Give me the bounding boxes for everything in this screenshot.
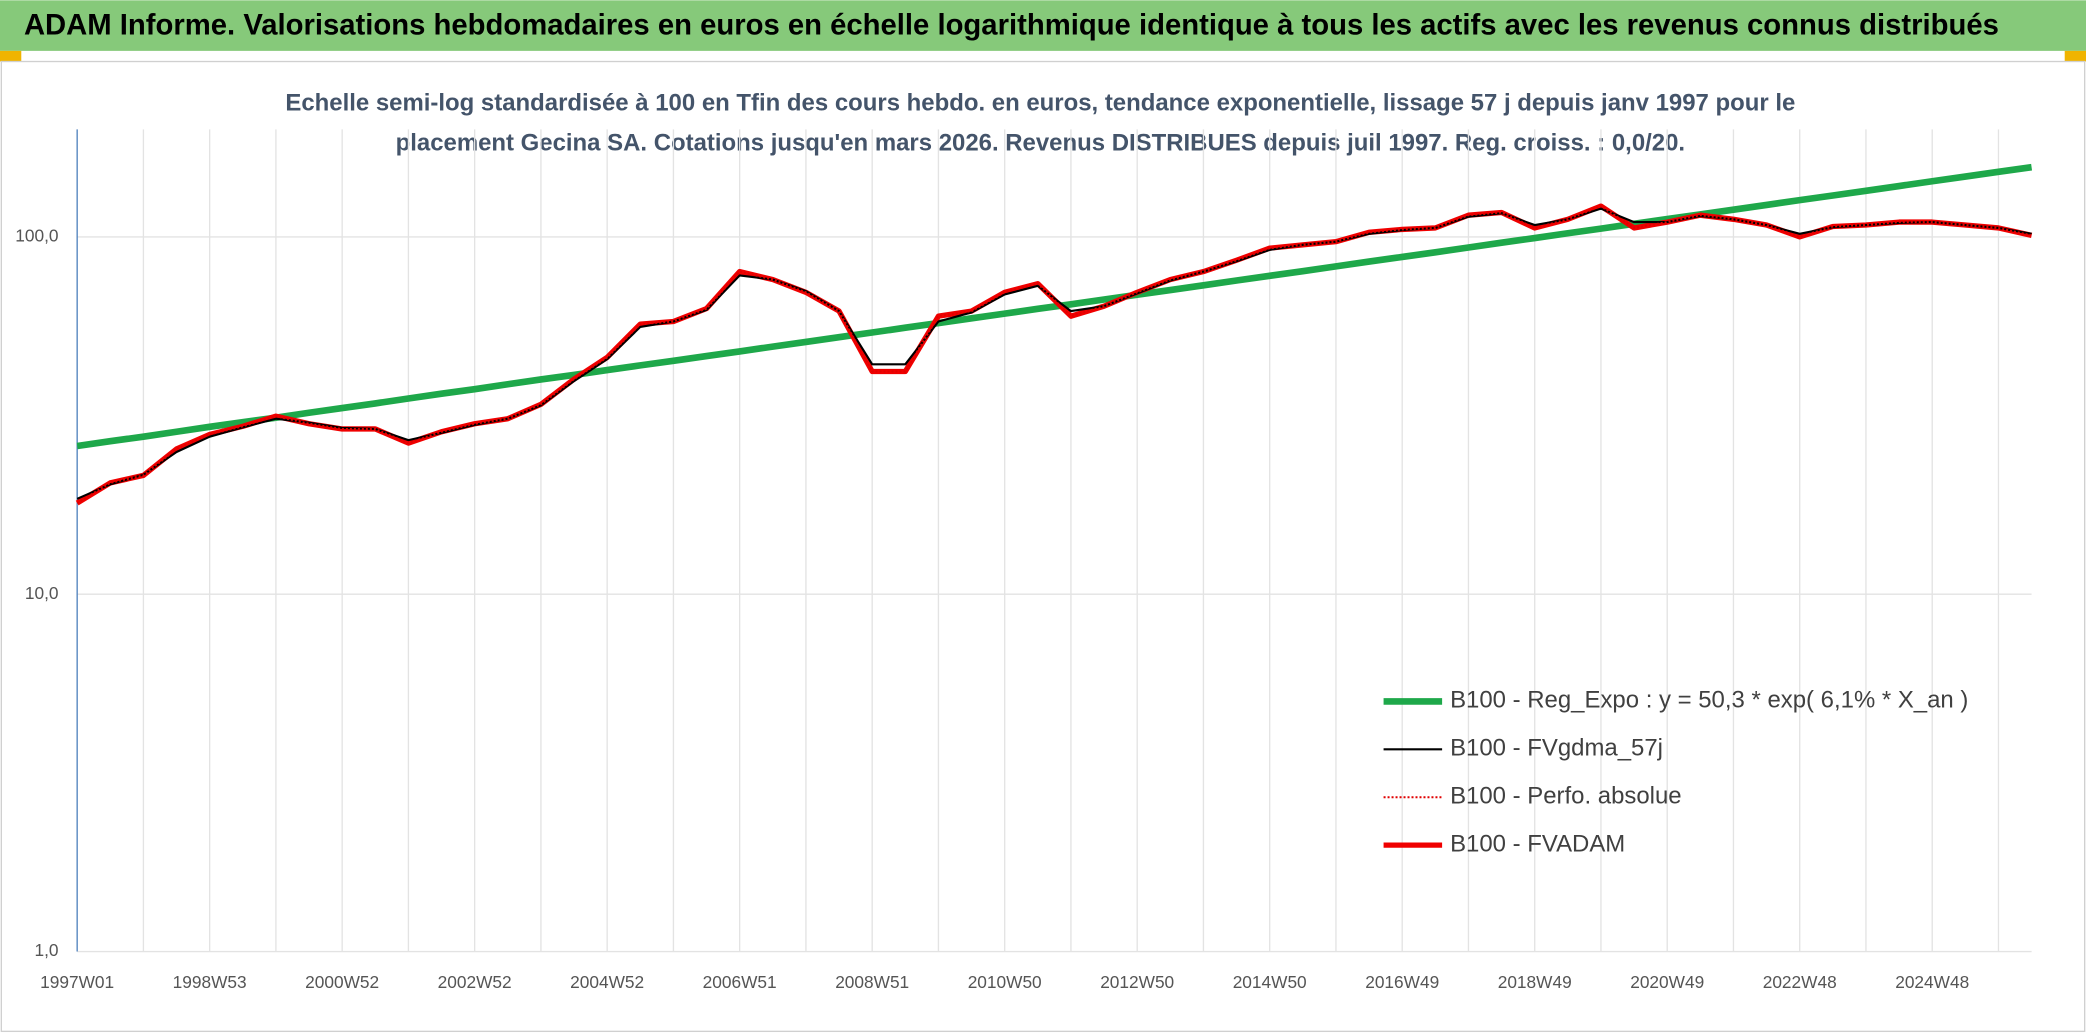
series-line [76, 207, 2032, 500]
x-tick-label: 1997W01 [40, 972, 114, 992]
x-tick-label: 2000W52 [305, 972, 379, 992]
grid: 1997W01 1998W53 2000W52 2002W52 2004W52 2006W… [15, 129, 2032, 992]
x-tick-label: 1998W53 [173, 972, 247, 992]
y-tick-label: 100,0 [15, 225, 58, 245]
chart-area [0, 60, 2086, 1033]
legend-label: B100 - FVADAM [1450, 830, 1625, 857]
y-tick-label: 1,0 [35, 940, 59, 960]
x-tick-label: 2022W48 [1763, 972, 1837, 992]
y-tick-label: 10,0 [25, 583, 59, 603]
x-tick-label: 2020W49 [1630, 972, 1704, 992]
x-tick-label: 2006W51 [703, 972, 777, 992]
x-tick-label: 2024W48 [1895, 972, 1969, 992]
legend-label: B100 - FVgdma_57j [1450, 735, 1663, 762]
x-tick-label: 2002W52 [438, 972, 512, 992]
x-tick-label: 2018W49 [1498, 972, 1572, 992]
x-tick-label: 2004W52 [570, 972, 644, 992]
x-tick-label: 2012W50 [1100, 972, 1174, 992]
x-tick-label: 2010W50 [968, 972, 1042, 992]
plot [75, 163, 2033, 506]
chart-title: ADAM Informe. Valorisations hebdomadaire… [24, 10, 1999, 42]
legend: B100 - Reg_Expo : y = 50,3 * exp( 6,1% *… [1383, 687, 1968, 857]
subtitle: placement Gecina SA. Cotations jusqu'en … [396, 129, 1685, 156]
legend-label: B100 - Reg_Expo : y = 50,3 * exp( 6,1% *… [1450, 687, 1968, 714]
corner-mark [0, 50, 22, 62]
x-tick-label: 2008W51 [835, 972, 909, 992]
corner-mark [2064, 50, 2086, 62]
subtitle: Echelle semi-log standardisée à 100 en T… [285, 89, 1795, 116]
x-tick-label: 2014W50 [1233, 972, 1307, 992]
legend-label: B100 - Perfo. absolue [1450, 783, 1682, 810]
title-bar [0, 0, 2086, 51]
x-tick-label: 2016W49 [1365, 972, 1439, 992]
